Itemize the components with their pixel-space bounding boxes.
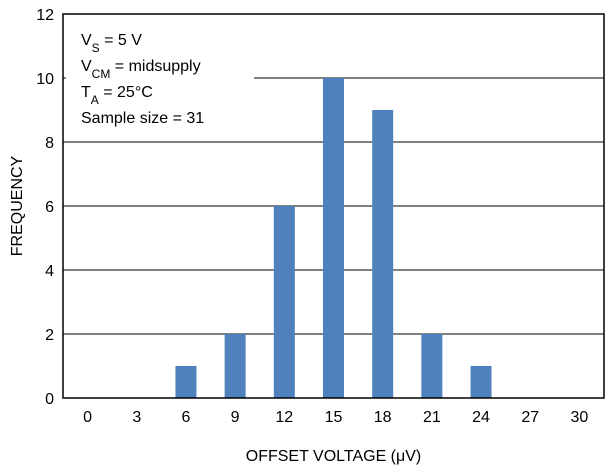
x-axis-label: OFFSET VOLTAGE (μV)	[246, 448, 421, 465]
annotation-line-3: Sample size = 31	[81, 110, 204, 127]
y-tick-label: 12	[36, 7, 54, 24]
bar-24	[470, 366, 492, 398]
y-tick-label: 10	[36, 71, 54, 88]
x-tick-label: 0	[83, 409, 92, 426]
y-axis-label: FREQUENCY	[9, 155, 26, 256]
x-tick-label: 12	[275, 409, 293, 426]
bar-6	[175, 366, 197, 398]
annotation-line-1: VCM = midsupply	[81, 58, 201, 81]
x-tick-label: 9	[231, 409, 240, 426]
bar-15	[323, 78, 344, 398]
bar-18	[372, 110, 394, 398]
conditions-box-bg	[66, 20, 254, 136]
x-tick-label: 30	[571, 409, 589, 426]
y-tick-label: 8	[45, 135, 54, 152]
x-tick-label: 27	[521, 409, 539, 426]
y-tick-label: 0	[45, 391, 54, 408]
x-tick-label: 6	[182, 409, 191, 426]
conditions-box: VS = 5 V VCM = midsupply TA = 25°C Sampl…	[66, 20, 254, 136]
x-tick-label: 18	[374, 409, 392, 426]
plot-frame	[62, 13, 605, 399]
y-tick-label: 6	[45, 199, 54, 216]
bar-21	[421, 334, 443, 398]
y-tick-labels: 0 2 4 6 8 10 12	[36, 7, 54, 408]
x-tick-label: 3	[132, 409, 141, 426]
annotation-line-2: TA = 25°C	[81, 84, 153, 107]
y-tick-label: 2	[45, 327, 54, 344]
bar-12	[273, 206, 295, 398]
annotation-line-0: VS = 5 V	[81, 32, 142, 55]
y-tick-label: 4	[45, 263, 54, 280]
bar-9	[224, 334, 246, 398]
x-tick-labels: 0 3 6 9 12 15 18 21 24 27 30	[83, 409, 588, 426]
x-tick-label: 21	[423, 409, 441, 426]
bars	[175, 78, 492, 398]
x-tick-label: 24	[472, 409, 490, 426]
x-tick-label: 15	[325, 409, 343, 426]
